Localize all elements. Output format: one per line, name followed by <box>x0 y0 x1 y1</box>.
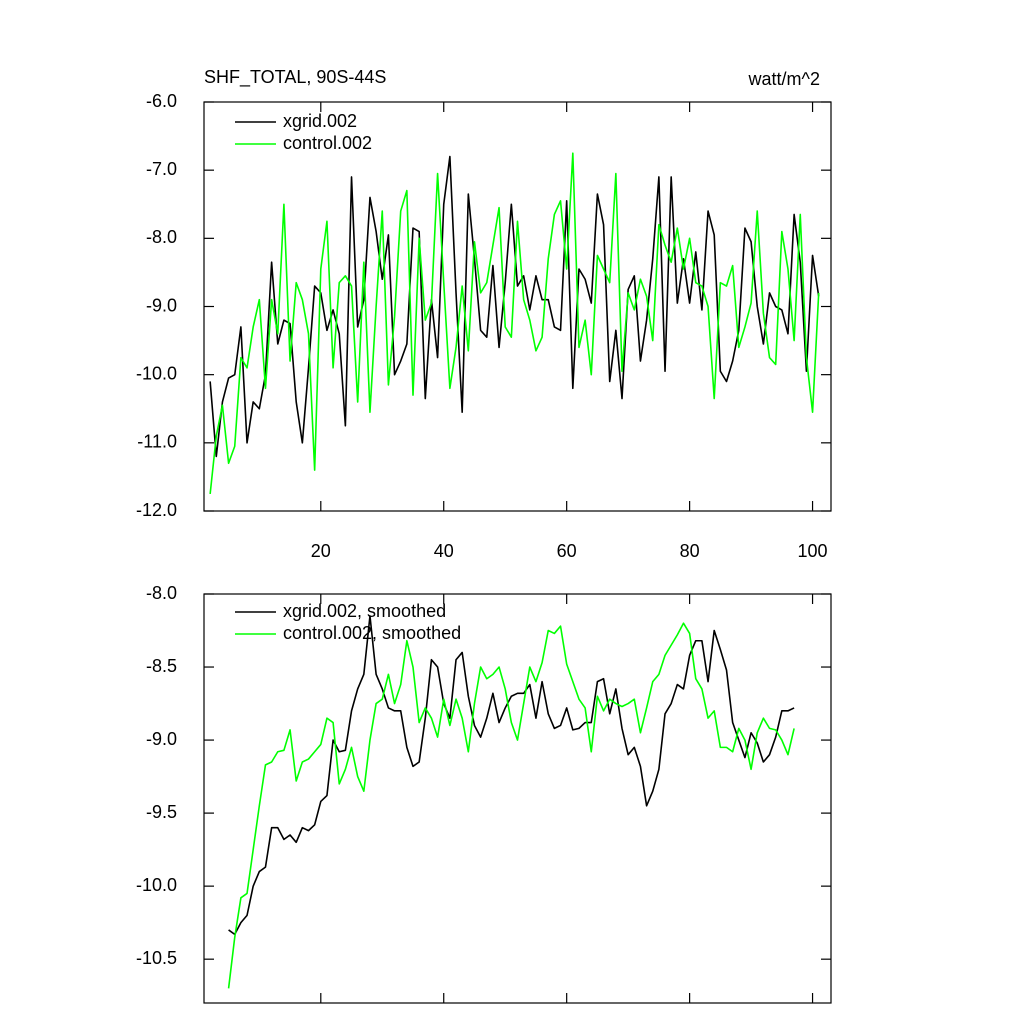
y-tick-label: -8.0 <box>146 227 177 247</box>
legend-label: control.002 <box>283 133 372 153</box>
x-tick-label: 20 <box>311 541 331 561</box>
x-tick-label: 100 <box>798 541 828 561</box>
y-tick-label: -8.5 <box>146 656 177 676</box>
y-tick-label: -10.0 <box>136 875 177 895</box>
x-tick-label: 60 <box>557 541 577 561</box>
data-line <box>209 155 820 458</box>
y-tick-label: -9.0 <box>146 729 177 749</box>
y-tick-label: -9.5 <box>146 802 177 822</box>
y-tick-label: -8.0 <box>146 583 177 603</box>
data-line <box>227 622 795 989</box>
legend-label: xgrid.002, smoothed <box>283 601 446 621</box>
legend-label: xgrid.002 <box>283 111 357 131</box>
y-tick-label: -9.0 <box>146 295 177 315</box>
data-line <box>209 152 820 495</box>
chart-title: SHF_TOTAL, 90S-44S <box>204 67 386 88</box>
y-tick-label: -7.0 <box>146 159 177 179</box>
legend-label: control.002, smoothed <box>283 623 461 643</box>
plot-frame <box>203 593 832 1004</box>
y-tick-label: -12.0 <box>136 500 177 520</box>
y-tick-label: -11.0 <box>137 432 177 452</box>
units-label: watt/m^2 <box>748 69 820 89</box>
x-tick-label: 80 <box>680 541 700 561</box>
x-tick-label: 40 <box>434 541 454 561</box>
data-line <box>228 615 795 936</box>
y-tick-label: -10.0 <box>136 363 177 383</box>
y-tick-label: -10.5 <box>136 948 177 968</box>
y-tick-label: -6.0 <box>146 91 177 111</box>
